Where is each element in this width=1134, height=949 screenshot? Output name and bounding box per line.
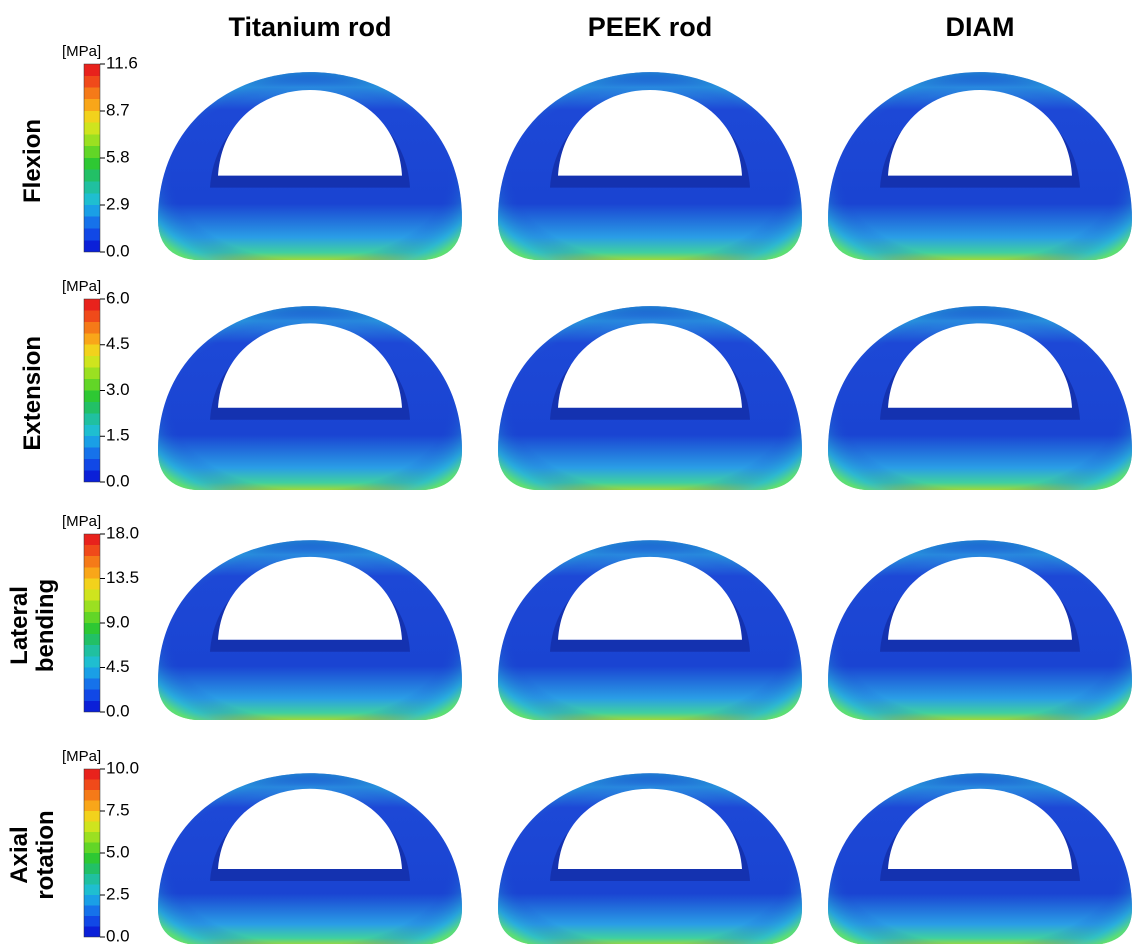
colorbar-tick-label: 0.0 bbox=[106, 926, 130, 944]
column-header: PEEK rod bbox=[588, 12, 713, 42]
figure: Titanium rod PEEK rod DIAM Flexion [MPa] 11.6… bbox=[0, 0, 1134, 944]
colorbar-tick-label: 5.8 bbox=[106, 147, 130, 166]
colorbar-tick-label: 9.0 bbox=[106, 612, 130, 631]
colorbar-unit: [MPa] bbox=[62, 43, 101, 60]
colorbar-tick-label: 0.0 bbox=[106, 701, 130, 720]
colorbar-tick-label: 10.0 bbox=[106, 758, 139, 777]
colorbar-tick-label: 4.5 bbox=[106, 334, 130, 353]
row-label: bending bbox=[32, 579, 59, 672]
colorbar-tick-label: 5.0 bbox=[106, 842, 130, 861]
colorbar bbox=[84, 534, 100, 712]
colorbar-tick-label: 1.5 bbox=[106, 426, 130, 445]
colorbar-tick-label: 2.9 bbox=[106, 194, 130, 213]
row-label: Flexion bbox=[19, 119, 46, 203]
colorbar-tick-label: 18.0 bbox=[106, 523, 139, 542]
colorbar-tick-label: 0.0 bbox=[106, 241, 130, 260]
colorbar-tick-label: 6.0 bbox=[106, 288, 130, 307]
colorbar-tick-label: 0.0 bbox=[106, 471, 130, 490]
row-label: Extension bbox=[19, 336, 46, 451]
colorbar-unit: [MPa] bbox=[62, 748, 101, 765]
colorbar bbox=[84, 769, 100, 937]
colorbar-tick-label: 2.5 bbox=[106, 884, 130, 903]
colorbar bbox=[84, 64, 100, 252]
colorbar bbox=[84, 299, 100, 482]
colorbar-tick-label: 8.7 bbox=[106, 100, 130, 119]
colorbar-tick-label: 7.5 bbox=[106, 800, 130, 819]
colorbar-unit: [MPa] bbox=[62, 278, 101, 295]
column-header: DIAM bbox=[946, 12, 1015, 42]
colorbar-unit: [MPa] bbox=[62, 513, 101, 530]
colorbar-tick-label: 13.5 bbox=[106, 568, 139, 587]
row-label: Lateral bbox=[6, 586, 33, 665]
colorbar-tick-label: 4.5 bbox=[106, 657, 130, 676]
colorbar-tick-label: 3.0 bbox=[106, 380, 130, 399]
row-label: rotation bbox=[32, 810, 59, 899]
colorbar-tick-label: 11.6 bbox=[106, 53, 138, 72]
row-label: Axial bbox=[6, 826, 33, 883]
column-header: Titanium rod bbox=[228, 12, 391, 42]
